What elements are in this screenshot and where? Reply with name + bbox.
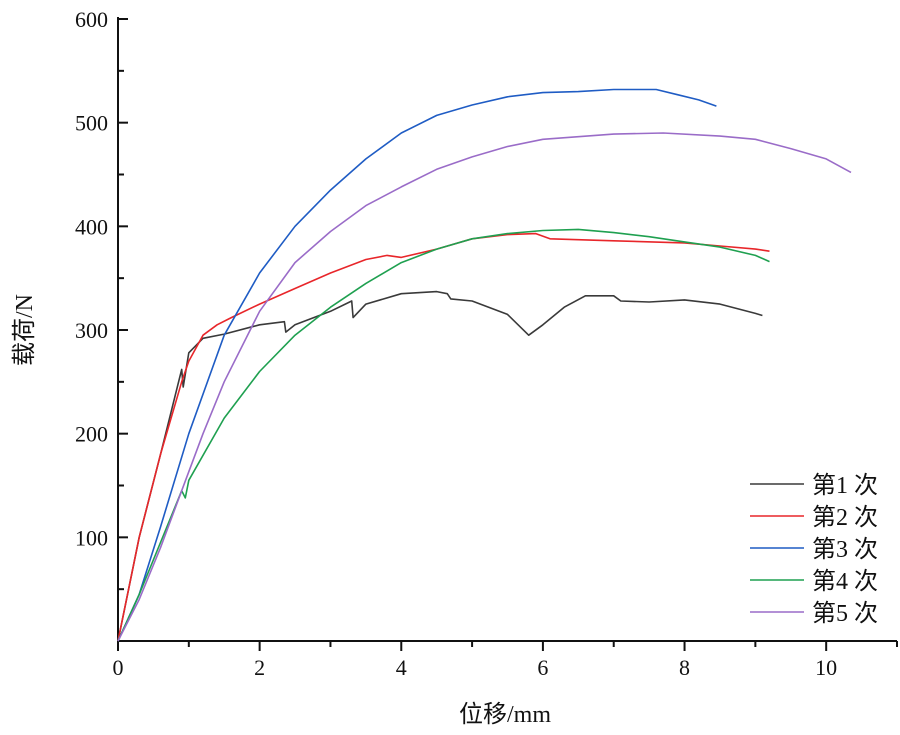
x-tick-label: 10 [815, 655, 837, 680]
series-line-3 [117, 88, 717, 642]
legend-label-5: 第5 次 [812, 600, 878, 627]
legend-label-4: 第4 次 [812, 568, 878, 595]
y-tick-label: 400 [75, 214, 108, 239]
series-line-2 [117, 232, 770, 642]
axes: 0 2 4 6 8 10 100 200 300 400 500 600 [75, 7, 898, 680]
series-line-5 [117, 132, 852, 642]
x-axis-title: 位移/mm [459, 701, 551, 728]
y-tick-label: 600 [75, 7, 108, 32]
y-tick-label: 100 [75, 525, 108, 550]
x-tick-label: 0 [113, 655, 124, 680]
legend-label-2: 第2 次 [812, 504, 878, 531]
y-tick-label: 300 [75, 318, 108, 343]
series-lines [117, 88, 852, 642]
x-tick-label: 2 [254, 655, 265, 680]
legend-label-1: 第1 次 [812, 472, 878, 499]
y-axis-title: 载荷/N [11, 294, 38, 366]
x-tick-label: 4 [396, 655, 407, 680]
series-line-4 [117, 228, 770, 642]
x-tick-label: 8 [679, 655, 690, 680]
y-tick-label: 200 [75, 422, 108, 447]
series-line-1 [117, 290, 763, 642]
legend: 第1 次第2 次第3 次第4 次第5 次 [750, 472, 878, 627]
y-tick-label: 500 [75, 111, 108, 136]
x-tick-label: 6 [537, 655, 548, 680]
legend-label-3: 第3 次 [812, 536, 878, 563]
